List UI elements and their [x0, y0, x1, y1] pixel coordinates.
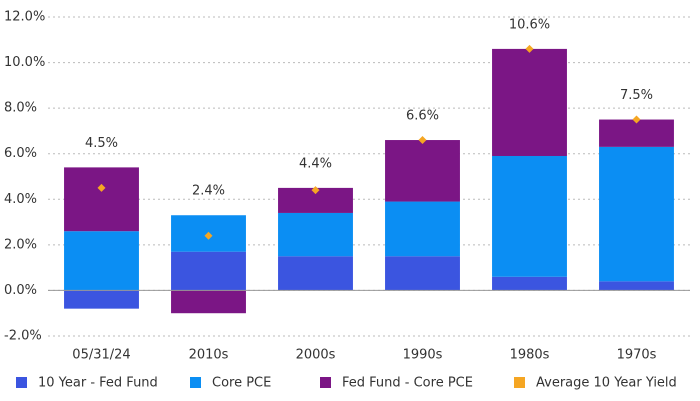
bar-segment: [278, 212, 353, 257]
y-tick-label: 12.0%: [4, 10, 45, 25]
bar-segment: [385, 140, 460, 202]
bar-segment: [171, 251, 246, 291]
y-tick-label: 6.0%: [4, 146, 37, 161]
bar-segment: [64, 231, 139, 291]
bar-segment: [278, 256, 353, 291]
x-tick-label: 1970s: [617, 348, 657, 363]
bar-segment: [492, 155, 567, 277]
legend-swatch: [514, 377, 525, 388]
legend-label: Fed Fund - Core PCE: [342, 376, 473, 391]
data-label: 4.4%: [299, 156, 332, 171]
bar-segment: [492, 276, 567, 291]
bar-segment: [64, 290, 139, 309]
yield-marker: [97, 183, 106, 192]
yield-marker: [204, 231, 213, 240]
legend-label: Core PCE: [212, 376, 271, 391]
bar-segment: [599, 119, 674, 147]
bar-segment: [64, 167, 139, 232]
y-tick-label: 0.0%: [4, 283, 37, 298]
yield-marker: [632, 115, 641, 124]
bar-segment: [385, 201, 460, 257]
y-tick-label: 4.0%: [4, 192, 37, 207]
legend-swatch: [320, 377, 331, 388]
y-tick-label: 2.0%: [4, 237, 37, 252]
bar-segment: [385, 256, 460, 291]
y-tick-label: 8.0%: [4, 101, 37, 116]
data-label: 7.5%: [620, 88, 653, 103]
data-label: 6.6%: [406, 109, 439, 124]
bar-segment: [171, 290, 246, 314]
data-label: 4.5%: [85, 136, 118, 151]
x-tick-label: 1980s: [510, 348, 550, 363]
yield-marker: [525, 44, 534, 53]
legend-swatch: [16, 377, 27, 388]
bar-segment: [599, 146, 674, 282]
x-tick-label: 2000s: [296, 348, 336, 363]
data-label: 2.4%: [192, 184, 225, 199]
yield-marker: [311, 186, 320, 195]
bar-segment: [599, 281, 674, 291]
legend-swatch: [190, 377, 201, 388]
data-label: 10.6%: [509, 17, 550, 32]
x-tick-label: 2010s: [189, 348, 229, 363]
yield-marker: [418, 136, 427, 145]
x-tick-label: 1990s: [403, 348, 443, 363]
x-tick-label: 05/31/24: [72, 348, 130, 363]
legend-label: 10 Year - Fed Fund: [38, 376, 158, 391]
y-tick-label: 10.0%: [4, 55, 45, 70]
legend-label: Average 10 Year Yield: [536, 376, 677, 391]
y-tick-label: -2.0%: [4, 329, 42, 344]
bar-segment: [492, 48, 567, 156]
